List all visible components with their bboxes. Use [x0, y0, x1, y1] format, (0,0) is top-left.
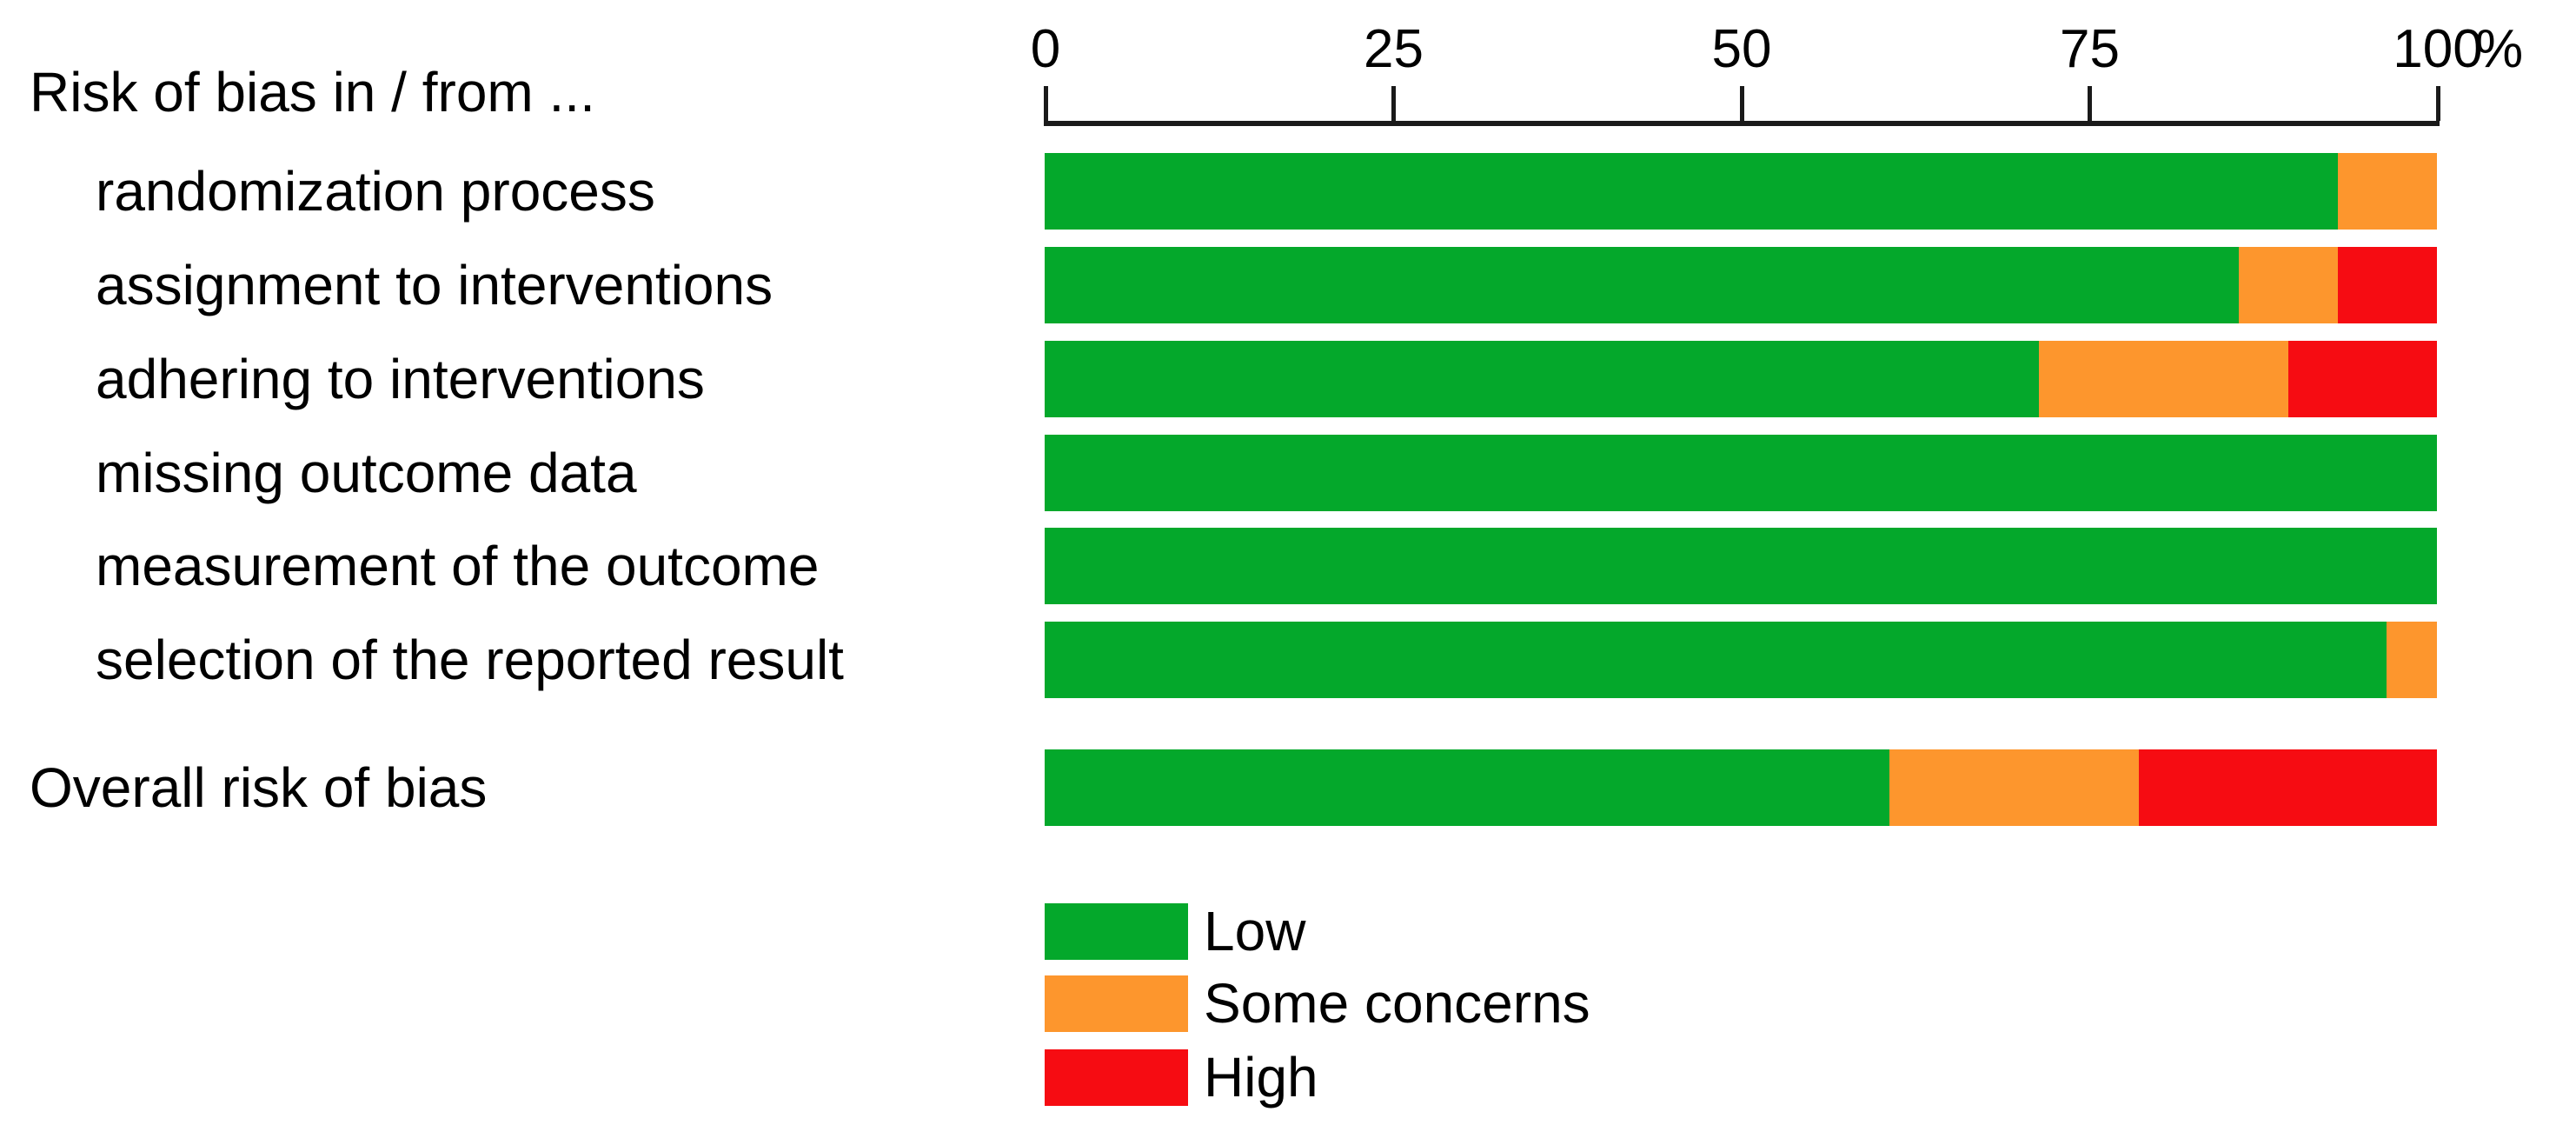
- bar-segment-low: [1045, 247, 2240, 323]
- legend-swatch-high: [1045, 1049, 1188, 1106]
- x-axis-tick-label: 25: [1364, 19, 1424, 79]
- bar-segment-some-concerns: [2338, 153, 2437, 230]
- bar-segment-high: [2139, 749, 2437, 826]
- bar-segment-high: [2287, 341, 2437, 417]
- bar-row: [1045, 435, 2437, 511]
- bar-segment-low: [1045, 435, 2437, 511]
- x-axis-tick-mark: [2435, 86, 2440, 121]
- legend-label: Some concerns: [1204, 972, 1590, 1035]
- category-label: selection of the reported result: [96, 629, 844, 691]
- bar-segment-some-concerns: [1889, 749, 2140, 826]
- x-axis-tick-label: 100: [2393, 19, 2483, 79]
- category-label: Overall risk of bias: [30, 756, 488, 819]
- x-axis-tick-mark: [1739, 86, 1744, 121]
- bar-row: [1045, 153, 2437, 230]
- x-axis-tick-mark: [1391, 86, 1396, 121]
- bar-row: [1045, 622, 2437, 698]
- bar-segment-low: [1045, 153, 2339, 230]
- category-label: missing outcome data: [96, 442, 637, 504]
- bar-segment-some-concerns: [2387, 622, 2437, 698]
- legend-label: High: [1204, 1046, 1318, 1108]
- x-axis-tick-mark: [1043, 86, 1048, 121]
- bar-segment-some-concerns: [2038, 341, 2288, 417]
- x-axis-tick-label: 75: [2060, 19, 2120, 79]
- bar-row: [1045, 749, 2437, 826]
- legend-swatch-low: [1045, 903, 1188, 960]
- bar-segment-some-concerns: [2239, 247, 2339, 323]
- category-label: adhering to interventions: [96, 348, 705, 410]
- x-axis-tick-label: 0: [1030, 19, 1061, 79]
- x-axis-tick-mark: [2088, 86, 2092, 121]
- category-label: assignment to interventions: [96, 254, 773, 316]
- category-label: randomization process: [96, 160, 655, 223]
- category-label: measurement of the outcome: [96, 535, 820, 597]
- x-axis-line: [1044, 121, 2440, 126]
- legend-label: Low: [1204, 900, 1306, 962]
- bar-row: [1045, 341, 2437, 417]
- legend-swatch-some-concerns: [1045, 975, 1188, 1032]
- bar-row: [1045, 528, 2437, 604]
- x-axis-unit-label: %: [2475, 19, 2524, 79]
- chart-title: Risk of bias in / from ...: [30, 61, 595, 123]
- bar-segment-low: [1045, 749, 1890, 826]
- bar-segment-low: [1045, 528, 2437, 604]
- bar-segment-low: [1045, 622, 2387, 698]
- bar-segment-high: [2338, 247, 2437, 323]
- bar-segment-low: [1045, 341, 2039, 417]
- x-axis-tick-label: 50: [1711, 19, 1772, 79]
- bar-row: [1045, 247, 2437, 323]
